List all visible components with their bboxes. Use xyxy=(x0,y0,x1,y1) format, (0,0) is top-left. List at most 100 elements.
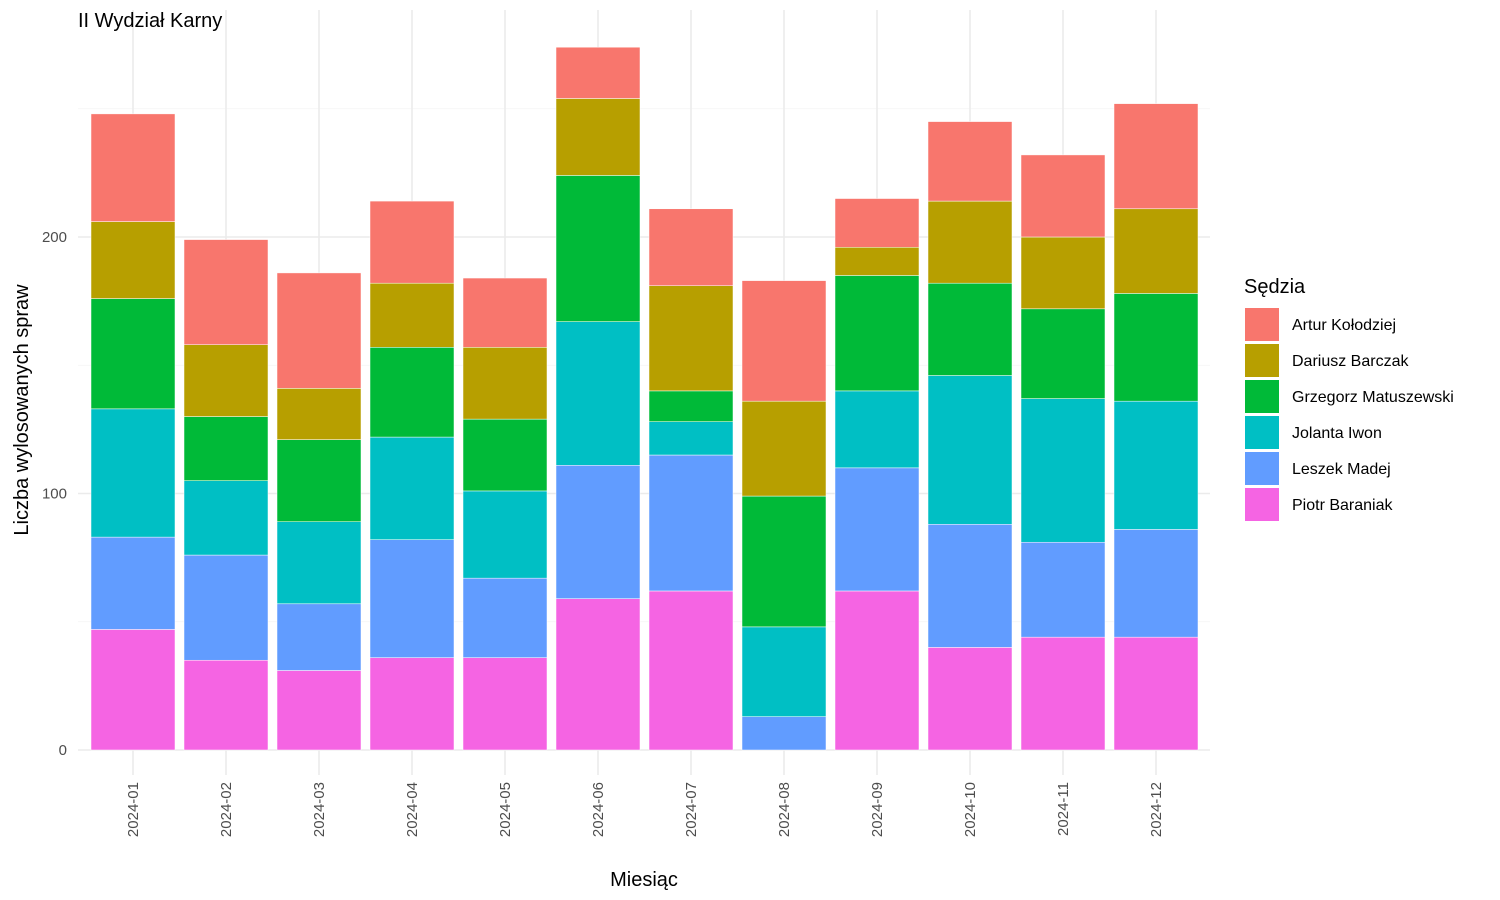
bar-segment xyxy=(648,421,734,456)
x-axis-ticks: 2024-01 2024-02 2024-03 2024-04 2024-05 2024-… xyxy=(125,782,1165,837)
bar-segment xyxy=(369,539,455,658)
bar-segment xyxy=(741,400,827,497)
legend-label: Piotr Baraniak xyxy=(1292,497,1393,514)
legend-title: Sędzia xyxy=(1244,276,1306,298)
bar-segment xyxy=(183,480,269,556)
bar-segment xyxy=(462,277,548,348)
x-axis-title: Miesiąc xyxy=(610,869,678,891)
y-tick-label: 200 xyxy=(42,229,67,246)
bars xyxy=(90,46,1199,751)
bar-segment xyxy=(90,298,176,410)
y-axis-ticks: 0 100 200 xyxy=(42,229,67,759)
legend-label: Grzegorz Matuszewski xyxy=(1292,389,1454,406)
bar-segment xyxy=(369,200,455,284)
bar-segment xyxy=(183,416,269,481)
x-tick-label: 2024-08 xyxy=(776,782,793,837)
bar-segment xyxy=(183,659,269,751)
legend-swatch xyxy=(1245,380,1279,413)
y-tick-label: 100 xyxy=(42,486,67,503)
bar-segment xyxy=(834,467,920,592)
bar-segment xyxy=(1113,400,1199,530)
bar-segment xyxy=(1020,154,1106,238)
bar-segment xyxy=(648,285,734,392)
bar-segment xyxy=(555,598,641,751)
legend-label: Artur Kołodziej xyxy=(1292,317,1396,334)
legend-swatch xyxy=(1245,416,1279,449)
bar-segment xyxy=(927,200,1013,284)
bar-segment xyxy=(555,465,641,599)
bar-segment xyxy=(369,436,455,540)
x-tick-label: 2024-11 xyxy=(1055,782,1072,836)
legend-swatch xyxy=(1245,488,1279,521)
chart-title: II Wydział Karny xyxy=(78,10,222,32)
bar-segment xyxy=(834,590,920,751)
bar-segment xyxy=(183,554,269,661)
bar-segment xyxy=(1020,636,1106,751)
bar-segment xyxy=(927,647,1013,751)
bar-segment xyxy=(555,98,641,176)
bar-segment xyxy=(834,275,920,392)
bar-segment xyxy=(462,347,548,420)
bar-segment xyxy=(183,344,269,417)
bar-segment xyxy=(276,439,362,522)
bar-segment xyxy=(276,603,362,671)
bar-segment xyxy=(834,198,920,248)
bar-segment xyxy=(1113,529,1199,638)
bar-segment xyxy=(90,536,176,630)
x-tick-label: 2024-09 xyxy=(869,782,886,837)
bar-segment xyxy=(927,121,1013,202)
bar-segment xyxy=(1020,236,1106,310)
bar-segment xyxy=(927,375,1013,525)
bar-segment xyxy=(834,390,920,469)
bar-segment xyxy=(741,280,827,402)
bar-segment xyxy=(90,629,176,751)
x-tick-label: 2024-12 xyxy=(1148,782,1165,837)
bar-segment xyxy=(927,282,1013,376)
bar-segment xyxy=(462,577,548,658)
bar-segment xyxy=(462,490,548,579)
x-tick-label: 2024-01 xyxy=(125,782,142,837)
legend-label: Jolanta Iwon xyxy=(1292,425,1382,442)
legend-label: Dariusz Barczak xyxy=(1292,353,1409,370)
bar-segment xyxy=(462,657,548,751)
bar-segment xyxy=(369,347,455,438)
bar-segment xyxy=(1113,636,1199,751)
legend: Sędzia Artur Kołodziej Dariusz Barczak Grz… xyxy=(1244,276,1454,521)
bar-segment xyxy=(741,716,827,751)
bar-segment xyxy=(1113,293,1199,402)
bar-segment xyxy=(90,113,176,222)
bar-segment xyxy=(741,495,827,628)
x-tick-label: 2024-10 xyxy=(962,782,979,837)
bar-segment xyxy=(90,221,176,299)
bar-segment xyxy=(276,521,362,605)
legend-swatch xyxy=(1245,344,1279,377)
bar-segment xyxy=(834,247,920,276)
x-tick-label: 2024-06 xyxy=(590,782,607,837)
bar-segment xyxy=(183,239,269,345)
bar-segment xyxy=(1113,208,1199,294)
legend-swatch xyxy=(1245,452,1279,485)
bar-segment xyxy=(1113,103,1199,210)
bar-segment xyxy=(555,175,641,322)
bar-segment xyxy=(648,208,734,286)
x-tick-label: 2024-04 xyxy=(404,782,421,837)
legend-swatch xyxy=(1245,308,1279,341)
bar-segment xyxy=(648,390,734,422)
x-tick-label: 2024-07 xyxy=(683,782,700,837)
x-tick-label: 2024-05 xyxy=(497,782,514,837)
bar-segment xyxy=(1020,398,1106,543)
legend-label: Leszek Madej xyxy=(1292,461,1391,478)
bar-segment xyxy=(276,670,362,751)
x-tick-label: 2024-02 xyxy=(218,782,235,837)
bar-segment xyxy=(927,524,1013,648)
bar-segment xyxy=(648,454,734,592)
bar-segment xyxy=(555,321,641,466)
y-axis-title: Liczba wylosowanych spraw xyxy=(11,284,33,536)
bar-segment xyxy=(462,418,548,492)
bar-segment xyxy=(555,46,641,99)
bar-segment xyxy=(369,657,455,751)
bar-segment xyxy=(276,388,362,440)
y-tick-label: 0 xyxy=(59,742,67,759)
bar-segment xyxy=(648,590,734,751)
